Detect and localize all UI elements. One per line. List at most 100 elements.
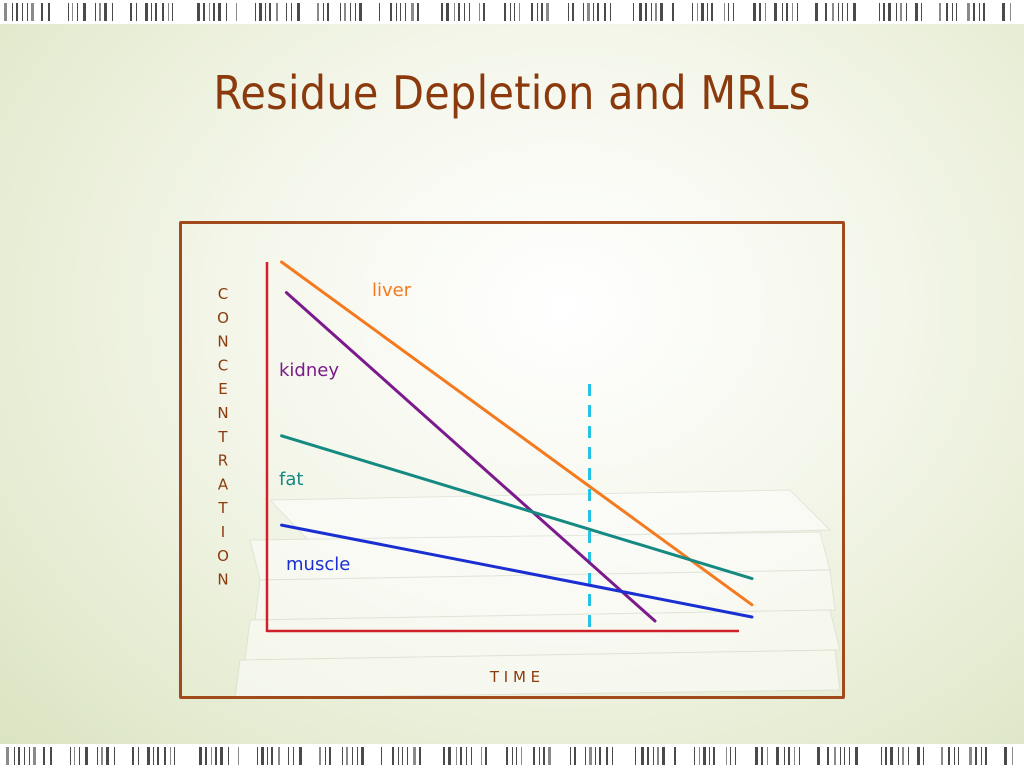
barcode-bar <box>774 3 777 21</box>
barcode-bar <box>817 747 820 765</box>
barcode-bar <box>238 747 239 765</box>
barcode-bar <box>979 3 980 21</box>
barcode-bar <box>941 747 943 765</box>
bottom-barcode-strip <box>0 744 1024 768</box>
barcode-bar <box>898 747 899 765</box>
barcode-bar <box>519 3 520 21</box>
barcode-bar <box>79 747 80 765</box>
barcode-bar <box>471 747 472 765</box>
barcode-bar <box>792 3 793 21</box>
x-axis-title: T I M E <box>489 668 540 686</box>
y-axis-title-letter: C <box>218 285 228 303</box>
barcode-bar <box>402 747 403 765</box>
barcode-bar <box>419 747 421 765</box>
barcode-bar <box>276 3 278 21</box>
barcode-bar <box>568 3 569 21</box>
barcode-bar <box>466 747 467 765</box>
barcode-bar <box>975 747 977 765</box>
barcode-bar <box>612 747 613 765</box>
barcode-bar <box>973 3 975 21</box>
barcode-bar <box>879 3 880 21</box>
barcode-bar <box>72 3 73 21</box>
barcode-bar <box>657 747 659 765</box>
barcode-bar <box>906 3 907 21</box>
barcode-bar <box>379 3 380 21</box>
barcode-bar <box>699 747 700 765</box>
barcode-bar <box>359 3 362 21</box>
barcode-bar <box>726 747 727 765</box>
barcode-bar <box>733 3 734 21</box>
barcode-bar <box>448 747 451 765</box>
barcode-bar <box>585 747 586 765</box>
barcode-bar <box>838 3 839 21</box>
barcode-bar <box>967 3 970 21</box>
barcode-bar <box>662 747 665 765</box>
barcode-bar <box>155 3 157 21</box>
barcode-bar <box>22 3 23 21</box>
y-axis-title-letter: N <box>217 404 228 422</box>
barcode-bar <box>521 747 522 765</box>
barcode-bar <box>921 3 922 21</box>
series-line-fat <box>280 434 754 581</box>
barcode-bar <box>574 747 576 765</box>
barcode-bar <box>43 747 45 765</box>
barcode-decoration <box>6 747 1013 765</box>
barcode-bar <box>209 3 210 21</box>
barcode-bar <box>164 747 166 765</box>
barcode-bar <box>261 747 264 765</box>
barcode-bar <box>825 3 827 21</box>
barcode-bar <box>674 747 676 765</box>
barcode-bar <box>782 3 783 21</box>
barcode-bar <box>606 747 608 765</box>
barcode-bar <box>981 747 982 765</box>
barcode-bar <box>730 747 731 765</box>
barcode-bar <box>597 3 599 21</box>
barcode-bar <box>548 747 551 765</box>
barcode-bar <box>16 3 18 21</box>
barcode-bar <box>709 747 710 765</box>
barcode-bar <box>587 3 590 21</box>
y-axis-title-letter: N <box>217 571 228 589</box>
paper-stack-background <box>234 489 840 699</box>
barcode-bar <box>151 3 152 21</box>
barcode-bar <box>483 3 485 21</box>
barcode-bar <box>265 3 266 21</box>
barcode-bar <box>267 747 268 765</box>
barcode-bar <box>958 747 959 765</box>
barcode-bar <box>827 747 829 765</box>
barcode-bar <box>454 3 455 21</box>
y-axis-title-letter: O <box>217 309 229 327</box>
barcode-bar <box>226 3 227 21</box>
barcode-bar <box>407 747 408 765</box>
barcode-bar <box>288 747 289 765</box>
barcode-bar <box>703 747 706 765</box>
barcode-bar <box>392 747 394 765</box>
barcode-bar <box>890 747 893 765</box>
barcode-bar <box>728 3 729 21</box>
barcode-bar <box>786 3 788 21</box>
barcode-bar <box>917 747 920 765</box>
barcode-bar <box>352 747 353 765</box>
barcode-bar <box>342 747 343 765</box>
barcode-bar <box>753 3 756 21</box>
barcode-bar <box>853 3 856 21</box>
barcode-bar <box>948 747 950 765</box>
barcode-bar <box>417 3 419 21</box>
barcode-bar <box>85 747 88 765</box>
barcode-bar <box>323 3 324 21</box>
barcode-bar <box>132 747 134 765</box>
barcode-bar <box>411 3 414 21</box>
barcode-bar <box>724 3 725 21</box>
barcode-bar <box>278 747 280 765</box>
barcode-bar <box>842 3 843 21</box>
barcode-bar <box>896 3 897 21</box>
barcode-bar <box>784 747 785 765</box>
barcode-bar <box>130 3 132 21</box>
barcode-bar <box>883 3 885 21</box>
barcode-bar <box>95 3 96 21</box>
barcode-bar <box>707 3 708 21</box>
barcode-bar <box>541 3 543 21</box>
barcode-bar <box>157 747 159 765</box>
barcode-bar <box>543 747 545 765</box>
